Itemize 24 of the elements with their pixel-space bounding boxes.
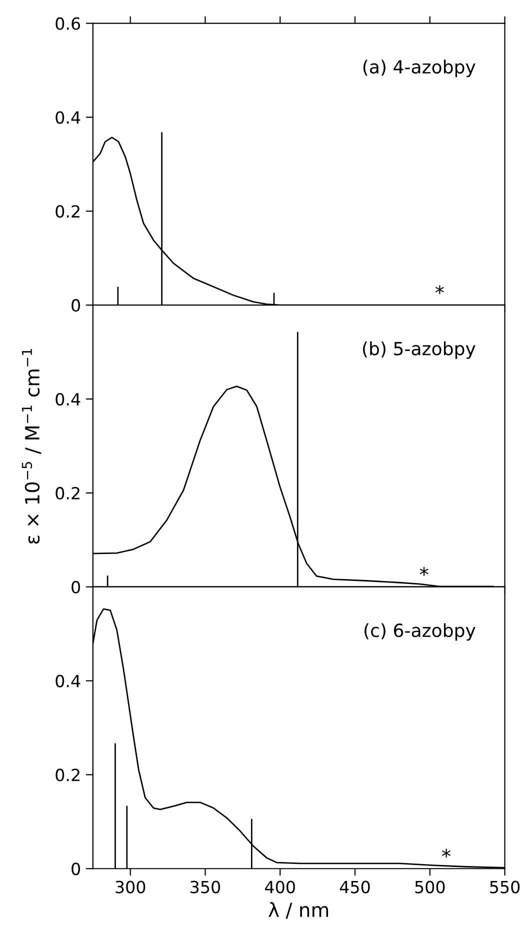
- x-tick-label: 550: [490, 880, 520, 894]
- text: (b) 5-azobpy: [363, 341, 476, 359]
- x-tick-label: 500: [415, 880, 445, 894]
- y-tick-label: 0.2: [56, 768, 80, 782]
- text: (c) 6-azobpy: [364, 623, 476, 641]
- y-tick-label: 0: [72, 580, 80, 594]
- text: (a) 4-azobpy: [363, 60, 476, 78]
- y-tick-label: 0.2: [56, 486, 80, 500]
- x-tick-label: 350: [190, 880, 220, 894]
- y-tick-label: 0.4: [56, 674, 80, 688]
- annotation: *: [420, 566, 428, 576]
- annotation: *: [435, 285, 444, 294]
- x-tick-label: 300: [116, 880, 146, 894]
- y-tick-label: 0: [72, 862, 80, 876]
- x-tick-label: 450: [340, 880, 370, 894]
- annotation: *: [442, 848, 451, 858]
- y-tick-label: 0: [72, 299, 80, 312]
- x-tick-label: 400: [265, 880, 295, 894]
- x-axis-title: λ / nm: [268, 902, 328, 919]
- y-tick-label: 0.4: [56, 111, 80, 124]
- y-tick-label: 0.4: [56, 392, 80, 406]
- y-tick-label: 0.2: [56, 205, 80, 218]
- y-axis-title: ε × 10$^{−5}$ / M$^{−1}$ cm$^{−1}$: [22, 348, 42, 544]
- y-tick-label: 0.6: [56, 17, 80, 30]
